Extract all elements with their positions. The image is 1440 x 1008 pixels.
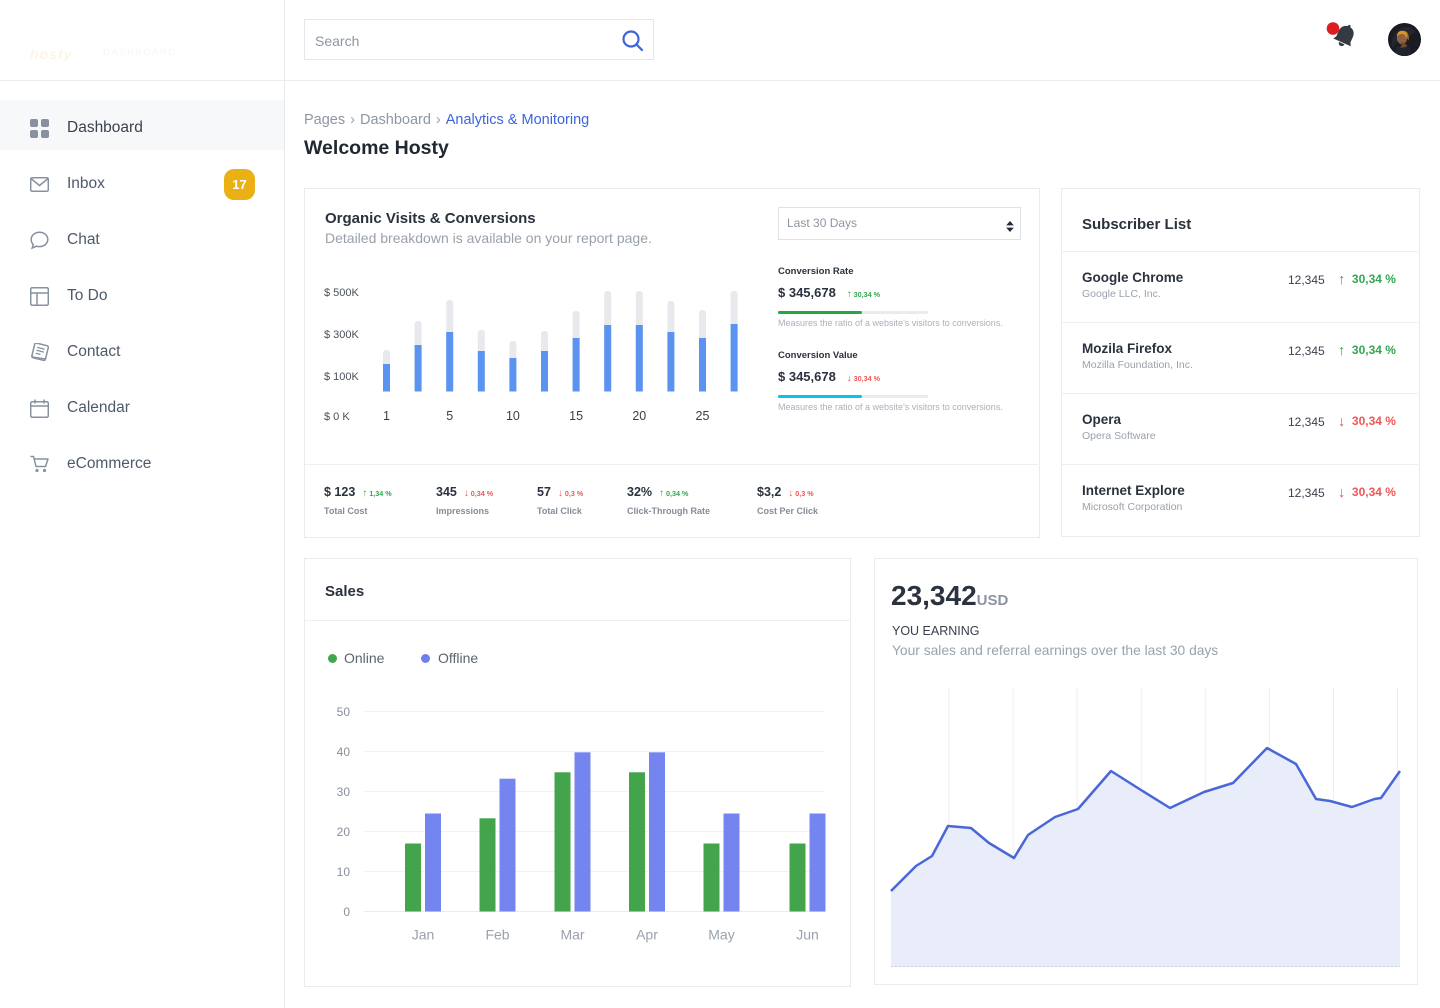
svg-text:5: 5 [446,409,453,423]
svg-text:20: 20 [337,825,351,839]
svg-text:10: 10 [337,865,351,879]
svg-text:20: 20 [632,409,646,423]
svg-text:$ 0 K: $ 0 K [324,411,350,423]
svg-text:25: 25 [696,409,710,423]
svg-text:$ 300K: $ 300K [324,329,360,341]
svg-text:$ 100K: $ 100K [324,371,360,383]
svg-text:40: 40 [337,745,351,759]
svg-text:50: 50 [337,705,351,719]
svg-text:15: 15 [569,409,583,423]
svg-text:Feb: Feb [485,927,509,943]
svg-text:May: May [708,927,734,943]
svg-text:1: 1 [383,409,390,423]
svg-text:Apr: Apr [636,927,658,943]
svg-text:Jan: Jan [412,927,435,943]
svg-text:$ 500K: $ 500K [324,287,360,299]
svg-text:10: 10 [506,409,520,423]
svg-text:Jun: Jun [796,927,819,943]
svg-text:Mar: Mar [560,927,584,943]
svg-text:30: 30 [337,785,351,799]
svg-text:0: 0 [343,905,350,919]
